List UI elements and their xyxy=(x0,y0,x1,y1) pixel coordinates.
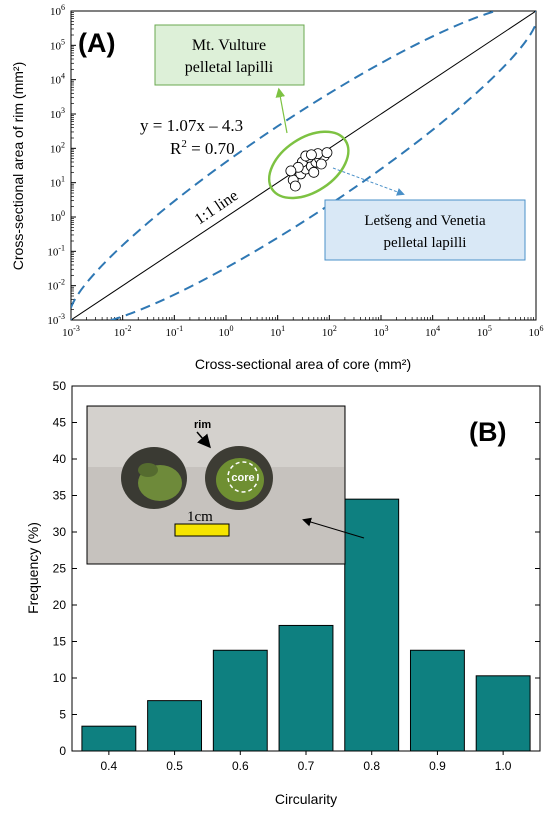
callout-letseng-box xyxy=(324,199,526,261)
x-tick-label-b: 0.4 xyxy=(101,759,118,773)
y-tick-label-b: 10 xyxy=(53,671,67,685)
y-tick-label-b: 15 xyxy=(53,635,67,649)
core-outline xyxy=(227,461,259,493)
panel-b: 0 5 10 15 20 25 30 35 40 45 50 0.4 0.5 0.6 0.7 0.8 0.9 1.… xyxy=(25,379,541,807)
x-tick-label-a: 10-1 xyxy=(165,324,183,339)
x-tick-label-a: 105 xyxy=(477,324,492,339)
bar xyxy=(212,649,268,752)
y-tick-label-a: 101 xyxy=(50,175,65,190)
bar xyxy=(344,498,400,752)
bar xyxy=(81,725,137,752)
y-tick-label-b: 25 xyxy=(53,562,67,576)
y-tick-label-a: 104 xyxy=(50,72,65,87)
scatter-point xyxy=(289,180,301,192)
y-tick-label-a: 102 xyxy=(50,140,65,155)
y-axis-label-a: Cross-sectional area of rim (mm²) xyxy=(10,62,26,270)
panel-a: 10-310-3 10-2 10-2 10-1 10-1 100 100 101 101 102 1… xyxy=(10,3,544,372)
rim-arrow xyxy=(196,431,211,449)
scatter-point xyxy=(321,147,333,159)
y-axis-label-b: Frequency (%) xyxy=(25,522,41,614)
callout-vulture-line1: Mt. Vulture xyxy=(192,37,266,54)
callout-vulture-box xyxy=(154,24,305,86)
bars xyxy=(81,498,531,752)
y-tick-label-a: 10-1 xyxy=(47,243,65,258)
scale-bar xyxy=(174,523,230,537)
y-tick-label-b: 40 xyxy=(53,452,67,466)
callout-vulture-line2: pelletal lapilli xyxy=(185,59,274,76)
bar xyxy=(475,675,531,752)
inset-core-label: core xyxy=(231,472,254,484)
regression-r2: R2 = 0.70 xyxy=(170,138,235,158)
x-tick-label-b: 0.9 xyxy=(429,759,446,773)
panel-b-label: (B) xyxy=(469,417,506,447)
callout-letseng-arrow xyxy=(332,167,405,196)
regression-equation: y = 1.07x – 4.3 xyxy=(140,116,243,135)
scatter-points xyxy=(285,147,333,192)
inset-rim-label: rim xyxy=(194,419,211,431)
y-tick-label-b: 35 xyxy=(53,489,67,503)
callout-vulture-arrow xyxy=(275,87,288,134)
scatter-point xyxy=(306,149,317,161)
x-tick-label-a: 101 xyxy=(270,324,285,339)
lapillus-left-texture xyxy=(138,463,158,477)
x-tick-label-a: 10-2 xyxy=(114,324,132,339)
plot-a-ticks: 10-310-3 10-2 10-2 10-1 10-1 100 100 101 101 102 1… xyxy=(47,3,543,339)
y-tick-label-b: 0 xyxy=(59,744,66,758)
y-tick-label-b: 45 xyxy=(53,416,67,430)
x-tick-label-a: 106 xyxy=(529,324,544,339)
bar xyxy=(278,624,334,752)
plot-a-frame xyxy=(70,10,537,321)
x-tick-label-a: 104 xyxy=(425,324,440,339)
y-tick-label-a: 10-3 xyxy=(47,312,65,327)
y-tick-label-a: 100 xyxy=(50,209,65,224)
y-tick-label-b: 30 xyxy=(53,525,67,539)
lapillus-right-inner xyxy=(216,458,264,502)
x-tick-label-a: 102 xyxy=(322,324,337,339)
callout-letseng-line2: pelletal lapilli xyxy=(384,235,467,251)
inset-scale-label: 1cm xyxy=(187,509,213,525)
inset-photo: core rim 1cm xyxy=(86,405,346,565)
plot-b-ticks: 0 5 10 15 20 25 30 35 40 45 50 0.4 0.5 0.6 0.7 0.8 0.9 1.… xyxy=(53,379,540,773)
bar xyxy=(147,700,203,752)
y-tick-label-a: 105 xyxy=(50,37,65,52)
y-tick-label-a: 106 xyxy=(50,3,65,18)
y-tick-label-b: 50 xyxy=(53,379,67,393)
x-tick-label-b: 0.8 xyxy=(363,759,380,773)
x-axis-label-a: Cross-sectional area of core (mm²) xyxy=(195,356,411,372)
x-tick-label-b: 1.0 xyxy=(495,759,512,773)
scatter-point xyxy=(308,166,320,178)
x-tick-label-b: 0.7 xyxy=(298,759,315,773)
callout-letseng-line1: Letšeng and Venetia xyxy=(364,213,486,229)
bar xyxy=(409,649,465,752)
x-tick-label-b: 0.6 xyxy=(232,759,249,773)
x-tick-label-a: 10-3 xyxy=(62,324,80,339)
scatter-point xyxy=(285,165,297,177)
x-tick-label-b: 0.5 xyxy=(166,759,183,773)
scatter-point xyxy=(315,158,327,170)
y-tick-label-b: 20 xyxy=(53,598,67,612)
x-tick-label-a: 100 xyxy=(219,324,234,339)
x-tick-label-a: 103 xyxy=(374,324,389,339)
y-tick-label-a: 10-2 xyxy=(47,278,65,293)
panel-a-label: (A) xyxy=(78,28,115,58)
one-to-one-label: 1:1 line xyxy=(192,187,242,228)
x-axis-label-b: Circularity xyxy=(275,791,337,807)
inset-pointer-arrow xyxy=(302,517,365,539)
y-tick-label-b: 5 xyxy=(59,708,66,722)
green-ellipse xyxy=(267,130,350,200)
y-tick-label-a: 103 xyxy=(50,106,65,121)
